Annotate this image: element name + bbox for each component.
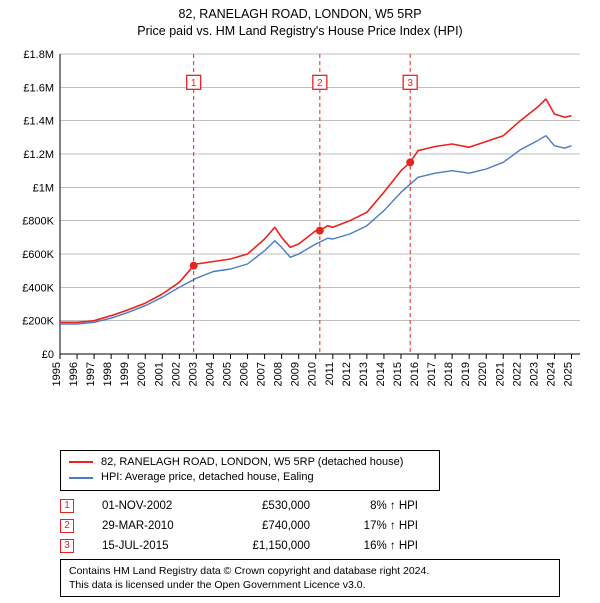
svg-text:2025: 2025 — [562, 362, 574, 386]
svg-text:2023: 2023 — [528, 362, 540, 386]
svg-text:2020: 2020 — [477, 362, 489, 386]
transaction-row: 2 29-MAR-2010 £740,000 17% ↑ HPI — [60, 519, 582, 533]
legend-label: 82, RANELAGH ROAD, LONDON, W5 5RP (detac… — [101, 455, 403, 470]
svg-text:£0: £0 — [42, 349, 54, 361]
svg-text:£1.4M: £1.4M — [23, 115, 54, 127]
chart: £0 £200K £400K £600K £800K £1M £1.2M £1.4M £1.6M… — [10, 44, 590, 444]
page-container: 82, RANELAGH ROAD, LONDON, W5 5RP Price … — [0, 0, 600, 603]
svg-text:2006: 2006 — [239, 362, 251, 386]
transaction-marker-icon: 1 — [60, 499, 74, 513]
svg-text:2015: 2015 — [392, 362, 404, 386]
transaction-price: £740,000 — [230, 520, 310, 532]
transaction-diff: 8% ↑ HPI — [338, 500, 418, 512]
transaction-row: 3 15-JUL-2015 £1,150,000 16% ↑ HPI — [60, 539, 582, 553]
svg-text:2009: 2009 — [290, 362, 302, 386]
transaction-row: 1 01-NOV-2002 £530,000 8% ↑ HPI — [60, 499, 582, 513]
svg-text:2003: 2003 — [187, 362, 199, 386]
transaction-diff: 16% ↑ HPI — [338, 540, 418, 552]
svg-text:£1.2M: £1.2M — [23, 149, 54, 161]
chart-svg: £0 £200K £400K £600K £800K £1M £1.2M £1.4M £1.6M… — [10, 44, 590, 444]
transaction-price: £1,150,000 — [230, 540, 310, 552]
svg-text:2004: 2004 — [204, 362, 216, 386]
legend-item: 82, RANELAGH ROAD, LONDON, W5 5RP (detac… — [69, 455, 431, 470]
title-line-2: Price paid vs. HM Land Registry's House … — [10, 23, 590, 40]
svg-text:2021: 2021 — [494, 362, 506, 386]
transaction-date: 15-JUL-2015 — [102, 540, 202, 552]
legend: 82, RANELAGH ROAD, LONDON, W5 5RP (detac… — [60, 450, 440, 491]
transaction-marker-icon: 3 — [60, 539, 74, 553]
title-block: 82, RANELAGH ROAD, LONDON, W5 5RP Price … — [10, 6, 590, 40]
svg-text:2001: 2001 — [153, 362, 165, 386]
svg-text:2010: 2010 — [307, 362, 319, 386]
svg-text:£1.8M: £1.8M — [23, 49, 54, 61]
svg-text:1996: 1996 — [68, 362, 80, 386]
svg-text:2017: 2017 — [426, 362, 438, 386]
transaction-marker-icon: 2 — [60, 519, 74, 533]
svg-text:1995: 1995 — [51, 362, 63, 386]
svg-text:2024: 2024 — [545, 362, 557, 386]
svg-text:2019: 2019 — [460, 362, 472, 386]
svg-text:2005: 2005 — [221, 362, 233, 386]
transaction-date: 01-NOV-2002 — [102, 500, 202, 512]
svg-text:2022: 2022 — [511, 362, 523, 386]
svg-text:2018: 2018 — [443, 362, 455, 386]
svg-text:2007: 2007 — [256, 362, 268, 386]
svg-text:1: 1 — [191, 78, 197, 89]
svg-text:2011: 2011 — [324, 362, 336, 386]
svg-text:£1.6M: £1.6M — [23, 82, 54, 94]
transaction-date: 29-MAR-2010 — [102, 520, 202, 532]
svg-text:1998: 1998 — [102, 362, 114, 386]
svg-text:2013: 2013 — [358, 362, 370, 386]
svg-text:2008: 2008 — [273, 362, 285, 386]
svg-text:£200K: £200K — [22, 315, 54, 327]
legend-item: HPI: Average price, detached house, Eali… — [69, 470, 431, 485]
footer-line-1: Contains HM Land Registry data © Crown c… — [69, 564, 551, 578]
transaction-list: 1 01-NOV-2002 £530,000 8% ↑ HPI 2 29-MAR-2010… — [60, 499, 582, 553]
legend-swatch — [69, 477, 93, 479]
svg-text:£400K: £400K — [22, 282, 54, 294]
svg-text:£1M: £1M — [33, 182, 54, 194]
svg-text:2000: 2000 — [136, 362, 148, 386]
svg-text:3: 3 — [407, 78, 413, 89]
footer: Contains HM Land Registry data © Crown c… — [60, 559, 560, 597]
svg-text:2: 2 — [317, 78, 323, 89]
title-line-1: 82, RANELAGH ROAD, LONDON, W5 5RP — [10, 6, 590, 23]
svg-text:2016: 2016 — [409, 362, 421, 386]
svg-text:2002: 2002 — [170, 362, 182, 386]
svg-text:1999: 1999 — [119, 362, 131, 386]
svg-text:2012: 2012 — [341, 362, 353, 386]
legend-swatch — [69, 461, 93, 463]
svg-text:£600K: £600K — [22, 249, 54, 261]
svg-text:1997: 1997 — [85, 362, 97, 386]
svg-text:£800K: £800K — [22, 215, 54, 227]
svg-text:2014: 2014 — [375, 362, 387, 386]
transaction-diff: 17% ↑ HPI — [338, 520, 418, 532]
legend-label: HPI: Average price, detached house, Eali… — [101, 470, 314, 485]
transaction-price: £530,000 — [230, 500, 310, 512]
